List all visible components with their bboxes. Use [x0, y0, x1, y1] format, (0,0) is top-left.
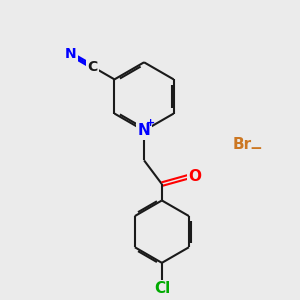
Text: C: C	[88, 60, 98, 74]
Text: −: −	[249, 141, 262, 156]
Text: N: N	[65, 47, 76, 61]
Text: N: N	[138, 123, 150, 138]
Text: Cl: Cl	[154, 281, 170, 296]
Text: +: +	[146, 118, 155, 128]
Text: O: O	[189, 169, 202, 184]
Text: Br: Br	[232, 136, 252, 152]
